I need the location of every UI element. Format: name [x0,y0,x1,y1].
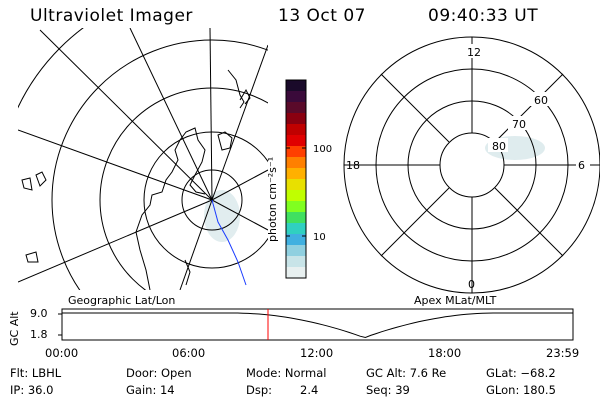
colorbar-tick-10: 10 [313,232,326,243]
altitude-axis-label: GC Alt [8,311,21,346]
colorbar-segment [286,113,306,125]
mlt-label-bg-6 [576,156,590,170]
time-tick-1800: 18:00 [428,346,462,360]
colorbar-segment [286,157,306,169]
mlat-label-80: 80 [492,140,506,153]
info-dsp-value: 2.4 [300,383,319,397]
satellite-ground-track [211,199,247,286]
time-tick-0600: 06:00 [172,346,206,360]
geographic-map [18,28,268,290]
mlt-label-bg-12 [466,44,480,58]
mlat-label-bg-70 [508,116,528,130]
mlat-label-60: 60 [534,94,548,107]
info-dsp-label: Dsp: [246,383,273,397]
time-tick-1200: 12:00 [300,346,334,360]
alt-tick-low: 1.8 [30,328,48,341]
info-glon: GLon: 180.5 [486,383,556,397]
info-seq: Seq: 39 [366,383,410,397]
mlat-label-bg-60 [530,92,550,106]
altitude-curve [62,312,573,339]
time-tick-0000: 00:00 [45,346,79,360]
colorbar-segment [286,124,306,136]
colorbar-segment [286,179,306,191]
colorbar-frame [285,79,307,279]
mlt-label-18: 18 [346,159,360,172]
latitude-circles [18,28,268,290]
altitude-strip [58,308,574,341]
colorbar-segment [286,91,306,103]
colorbar-tick-100: 100 [313,144,332,155]
colorbar [286,80,306,279]
colorbar-segment [286,267,306,279]
colorbar-segment [286,201,306,213]
colorbar-segment [286,223,306,235]
info-gc-alt: GC Alt: 7.6 Re [366,366,447,380]
mlt-label-12: 12 [467,46,481,59]
info-ip: IP: 36.0 [10,383,54,397]
colorbar-segment [286,245,306,257]
time-tick-2359: 23:59 [546,346,580,360]
colorbar-segment [286,135,306,147]
left-panel-label: Geographic Lat/Lon [68,294,176,307]
info-filter: Flt: LBHL [10,366,62,380]
observation-time: 09:40:33 UT [428,6,539,26]
right-panel-label: Apex MLat/MLT [414,294,497,307]
colorbar-segment [286,80,306,92]
colorbar-segment [286,212,306,224]
observation-date: 13 Oct 07 [278,6,366,26]
colorbar-unit-label: photon cm⁻²s⁻¹ [266,157,279,242]
colorbar-segment [286,190,306,202]
instrument-title: Ultraviolet Imager [30,6,193,26]
info-gain: Gain: 14 [126,383,175,397]
mlt-label-0: 0 [468,278,475,291]
altitude-strip-frame [61,308,574,341]
mlat-label-70: 70 [512,118,526,131]
info-glat: GLat: −68.2 [486,366,556,380]
magnetic-polar-plot [343,36,600,294]
info-door: Door: Open [126,366,192,380]
colorbar-segment [286,168,306,180]
info-mode: Mode: Normal [246,366,327,380]
colorbar-segment [286,234,306,246]
mlt-spokes [344,37,600,293]
coastlines [21,69,251,290]
colorbar-segment [286,102,306,114]
meridian-lines [18,28,268,290]
colorbar-segment [286,146,306,158]
alt-tick-high: 9.0 [30,307,48,320]
colorbar-segment [286,256,306,268]
mlat-label-bg-80 [488,138,508,152]
mlt-label-6: 6 [578,159,585,172]
